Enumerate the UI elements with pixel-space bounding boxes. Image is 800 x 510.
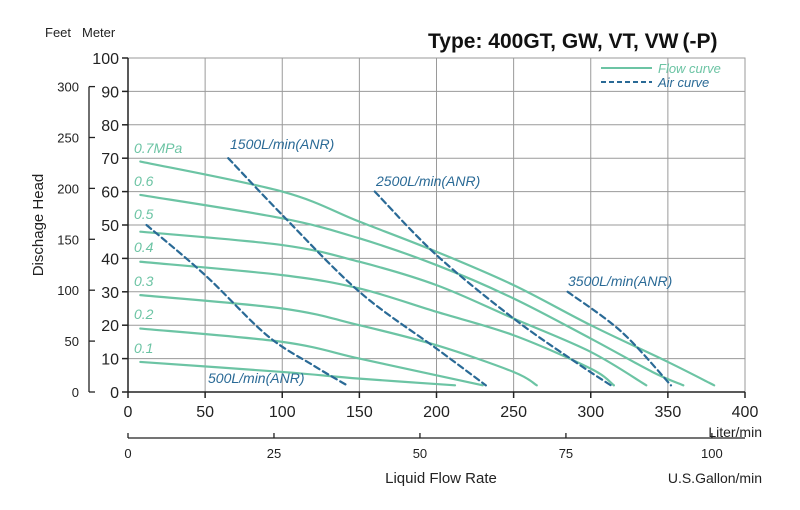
series-layer bbox=[139, 157, 716, 387]
feet-tick-label: 100 bbox=[57, 283, 79, 298]
series-label: 2500L/min(ANR) bbox=[375, 173, 480, 189]
x-tick-label: 400 bbox=[732, 404, 759, 421]
x-tick-label: 350 bbox=[655, 404, 682, 421]
gallon-tick-label: 50 bbox=[413, 446, 427, 461]
flow-curve bbox=[139, 160, 716, 387]
y-unit-feet: Feet bbox=[45, 25, 71, 40]
y-axis-title: Dischage Head bbox=[30, 174, 47, 277]
series-label: 0.3 bbox=[134, 273, 154, 289]
feet-tick-label: 200 bbox=[57, 181, 79, 196]
legend: Flow curve Air curve bbox=[601, 61, 721, 90]
grid bbox=[127, 57, 746, 393]
x-tick-label: 0 bbox=[124, 404, 133, 421]
gallon-tick-label: 0 bbox=[124, 446, 131, 461]
flow-curve bbox=[139, 327, 484, 387]
y-tick-label: 70 bbox=[101, 151, 119, 168]
x-tick-label: 200 bbox=[423, 404, 450, 421]
series-label: 0.2 bbox=[134, 306, 154, 322]
x-axis-title: Liquid Flow Rate bbox=[385, 470, 497, 487]
series-label: 0.6 bbox=[134, 173, 154, 189]
chart-title-suffix: (-P) bbox=[683, 30, 718, 53]
y-tick-label: 0 bbox=[110, 385, 119, 402]
flow-curve bbox=[139, 193, 685, 387]
series-label: 0.1 bbox=[134, 340, 153, 356]
x-tick-label: 300 bbox=[577, 404, 604, 421]
air-curve bbox=[227, 157, 487, 387]
chart-title: Type: 400GT, GW, VT, VW (-P) bbox=[428, 30, 718, 53]
chart-title-main: Type: 400GT, GW, VT, VW bbox=[428, 30, 679, 53]
series-label: 0.4 bbox=[134, 239, 154, 255]
series-label: 3500L/min(ANR) bbox=[568, 273, 672, 289]
y-tick-label: 100 bbox=[92, 51, 119, 68]
series-label: 500L/min(ANR) bbox=[208, 370, 304, 386]
y-tick-label: 80 bbox=[101, 118, 119, 135]
legend-flow-label: Flow curve bbox=[658, 61, 721, 76]
gallon-tick-label: 25 bbox=[267, 446, 281, 461]
y-tick-label: 30 bbox=[101, 285, 119, 302]
flow-curve bbox=[139, 260, 615, 387]
series-label: 0.7MPa bbox=[134, 140, 182, 156]
gallon-tick-label: 75 bbox=[559, 446, 573, 461]
series-label: 1500L/min(ANR) bbox=[230, 136, 334, 152]
x-tick-label: 50 bbox=[196, 404, 214, 421]
gallon-tick-label: 100 bbox=[701, 446, 723, 461]
x-tick-label: 150 bbox=[346, 404, 373, 421]
air-curve bbox=[145, 223, 349, 387]
y-tick-label: 40 bbox=[101, 251, 119, 268]
y-tick-label: 90 bbox=[101, 84, 119, 101]
feet-tick-label: 150 bbox=[57, 232, 79, 247]
y-unit-meter: Meter bbox=[82, 25, 116, 40]
y-tick-label: 10 bbox=[101, 352, 119, 369]
series-label: 0.5 bbox=[134, 206, 154, 222]
feet-tick-label: 250 bbox=[57, 130, 79, 145]
x-tick-label: 250 bbox=[500, 404, 527, 421]
y-tick-label: 50 bbox=[101, 218, 119, 235]
x-tick-label: 100 bbox=[269, 404, 296, 421]
y-tick-label: 20 bbox=[101, 318, 119, 335]
feet-tick-label: 0 bbox=[72, 385, 79, 400]
feet-tick-label: 300 bbox=[57, 80, 79, 95]
y-tick-label: 60 bbox=[101, 185, 119, 202]
feet-tick-label: 50 bbox=[65, 334, 79, 349]
labels: 0.7MPa 0.6 0.5 0.4 0.3 0.2 0.1 500L/min(ANR) 150… bbox=[134, 136, 672, 386]
flow-curve bbox=[139, 230, 648, 387]
axes: 0 50 100 150 200 250 300 350 4000102030405060708… bbox=[57, 51, 758, 461]
legend-air-label: Air curve bbox=[657, 75, 709, 90]
flow-curve bbox=[139, 360, 457, 387]
air-curve bbox=[373, 190, 612, 387]
x-unit-gallon: U.S.Gallon/min bbox=[668, 470, 762, 486]
flow-curve bbox=[139, 294, 538, 387]
x-unit-liter: Liter/min bbox=[708, 424, 762, 440]
air-curve bbox=[566, 290, 673, 387]
